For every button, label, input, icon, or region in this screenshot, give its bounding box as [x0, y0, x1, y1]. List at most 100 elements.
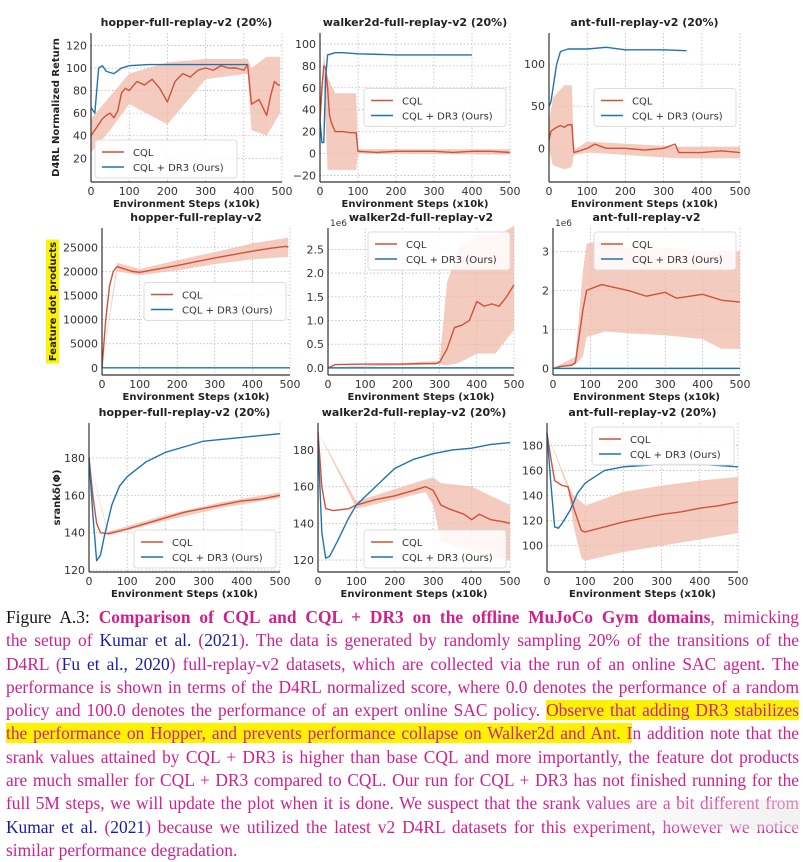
citation-link[interactable]: 2021 [110, 816, 146, 837]
highlighted-text: Observe that adding DR3 stabilizes [546, 700, 799, 721]
chart-legend: CQL CQL + DR3 (Ours) [591, 426, 735, 466]
legend-label: CQL [402, 538, 423, 549]
caption-text: D4RL ( [6, 653, 62, 674]
chart-legend: CQL CQL + DR3 (Ours) [363, 88, 507, 127]
chart-legend: CQL CQL + DR3 (Ours) [363, 529, 507, 569]
cql-series-line [90, 63, 281, 137]
x-tick-label: 100 [575, 575, 596, 588]
caption-text: the setup of [6, 630, 100, 651]
y-tick-label: 0.5 [307, 338, 325, 351]
legend-label: CQL [182, 291, 203, 302]
cql-confidence-band [318, 431, 510, 561]
y-tick-label: 140 [64, 527, 85, 540]
x-tick-label: 0 [544, 575, 551, 588]
legend-box [133, 529, 277, 569]
y-tick-label: 180 [64, 452, 85, 465]
cql-confidence-band [89, 457, 280, 536]
caption-text: ( [97, 816, 111, 837]
x-tick-label: 100 [355, 378, 376, 391]
chart-panel: 0 100 200 300 400 500 100 120 140 160 180 ant-full-… [522, 406, 749, 600]
y-tick-label: 140 [293, 517, 314, 530]
chart-legend: CQL CQL + DR3 (Ours) [143, 282, 287, 321]
caption-text: ( [191, 630, 205, 651]
x-tick-label: 400 [233, 185, 254, 198]
y-tick-label: 180 [293, 444, 314, 457]
x-axis-label: Environment Steps (x10k) [348, 392, 495, 403]
x-tick-label: 300 [655, 378, 676, 391]
x-tick-label: 400 [231, 575, 252, 588]
cql-confidence-band [91, 56, 281, 153]
legend-label: CQL + DR3 (Ours) [632, 255, 723, 266]
citation-link[interactable]: Fu et al., 2020 [61, 653, 170, 674]
chart-legend: CQL CQL + DR3 (Ours) [94, 139, 238, 179]
y-tick-label: 10000 [63, 314, 98, 327]
dr3-series-line [88, 432, 281, 562]
cql-confidence-band [549, 85, 740, 170]
figure-label: Figure A.3: [6, 607, 99, 627]
x-tick-label: 300 [651, 575, 672, 588]
x-axis-label: Environment Steps (x10k) [573, 392, 720, 403]
legend-label: CQL + DR3 (Ours) [133, 163, 224, 174]
x-tick-label: 400 [242, 378, 263, 391]
caption-line: srank values attained by CQL + DR3 is hi… [6, 746, 799, 769]
dr3-series-line [548, 46, 687, 107]
chart-title: hopper-full-replay-v2 (20%) [99, 406, 271, 419]
x-axis-label: Environment Steps (x10k) [341, 589, 488, 600]
y-tick-label: −20 [293, 169, 316, 182]
x-tick-label: 300 [424, 185, 445, 198]
x-tick-label: 0 [315, 575, 322, 588]
legend-label: CQL [172, 538, 193, 549]
legend-box [94, 139, 238, 179]
x-tick-label: 500 [280, 378, 301, 391]
y-tick-label: 60 [73, 107, 87, 120]
y-tick-label: 0.0 [307, 362, 325, 375]
y-tick-label: 1.0 [307, 314, 325, 327]
x-tick-label: 100 [580, 378, 601, 391]
chart-panel: 0 100 200 300 400 500 120 140 160 180 walker2d-ful… [293, 406, 521, 600]
chart-title: walker2d-full-replay-v2 [349, 211, 493, 224]
x-tick-label: 200 [155, 575, 176, 588]
x-tick-label: 100 [346, 575, 367, 588]
y-tick-label: 2.5 [307, 243, 325, 256]
citation-link[interactable]: 2021 [204, 630, 239, 651]
caption-text: similar performance degradation. [6, 839, 238, 860]
dr3-series-line [317, 440, 511, 559]
caption-line: the setup of Kumar et al. (2021). The da… [6, 629, 799, 652]
x-tick-label: 200 [613, 575, 634, 588]
x-tick-label: 500 [500, 185, 521, 198]
legend-box [143, 282, 287, 321]
legend-box [593, 231, 737, 271]
caption-text: ) full-replay-v2 datasets, which are col… [169, 653, 799, 674]
citation-link[interactable]: Kumar et al. [6, 816, 98, 837]
dr3-series-line [319, 52, 472, 144]
chart-panel: 0 100 200 300 400 500 0 50 100 ant-full-replay-v2… [524, 16, 751, 210]
citation-link[interactable]: Kumar et al. [99, 630, 192, 651]
chart-title: walker2d-full-replay-v2 (20%) [322, 406, 506, 419]
legend-label: CQL + DR3 (Ours) [632, 112, 723, 123]
y-tick-label: 5000 [70, 338, 98, 351]
caption-line: are much smaller for CQL + DR3 compared … [6, 769, 799, 792]
y-offset-label: 1e6 [330, 219, 347, 229]
caption-line: policy and 100.0 denotes the performance… [6, 699, 799, 722]
x-tick-label: 200 [386, 185, 407, 198]
chart-panel: 0 100 200 300 400 500−20020406080100walker2d-… [293, 16, 521, 210]
y-tick-label: 100 [66, 62, 87, 75]
x-tick-label: 0 [325, 378, 332, 391]
y-tick-label: 140 [522, 490, 543, 503]
ylabel-highlight [46, 239, 59, 364]
legend-label: CQL [630, 435, 651, 446]
y-offset-label: 1e6 [555, 219, 572, 229]
legend-label: CQL + DR3 (Ours) [172, 553, 263, 564]
x-tick-label: 100 [129, 378, 150, 391]
x-tick-label: 400 [461, 575, 482, 588]
x-tick-label: 0 [86, 575, 93, 588]
x-tick-label: 100 [348, 185, 369, 198]
legend-box [591, 426, 735, 466]
legend-box [367, 231, 511, 271]
x-axis-label: Environment Steps (x10k) [123, 392, 270, 403]
x-tick-label: 200 [167, 378, 188, 391]
chart-title: walker2d-full-replay-v2 (20%) [323, 16, 507, 29]
y-tick-label: 120 [64, 564, 85, 577]
chart-legend: CQL CQL + DR3 (Ours) [367, 231, 511, 271]
cql-series-line [552, 283, 741, 370]
